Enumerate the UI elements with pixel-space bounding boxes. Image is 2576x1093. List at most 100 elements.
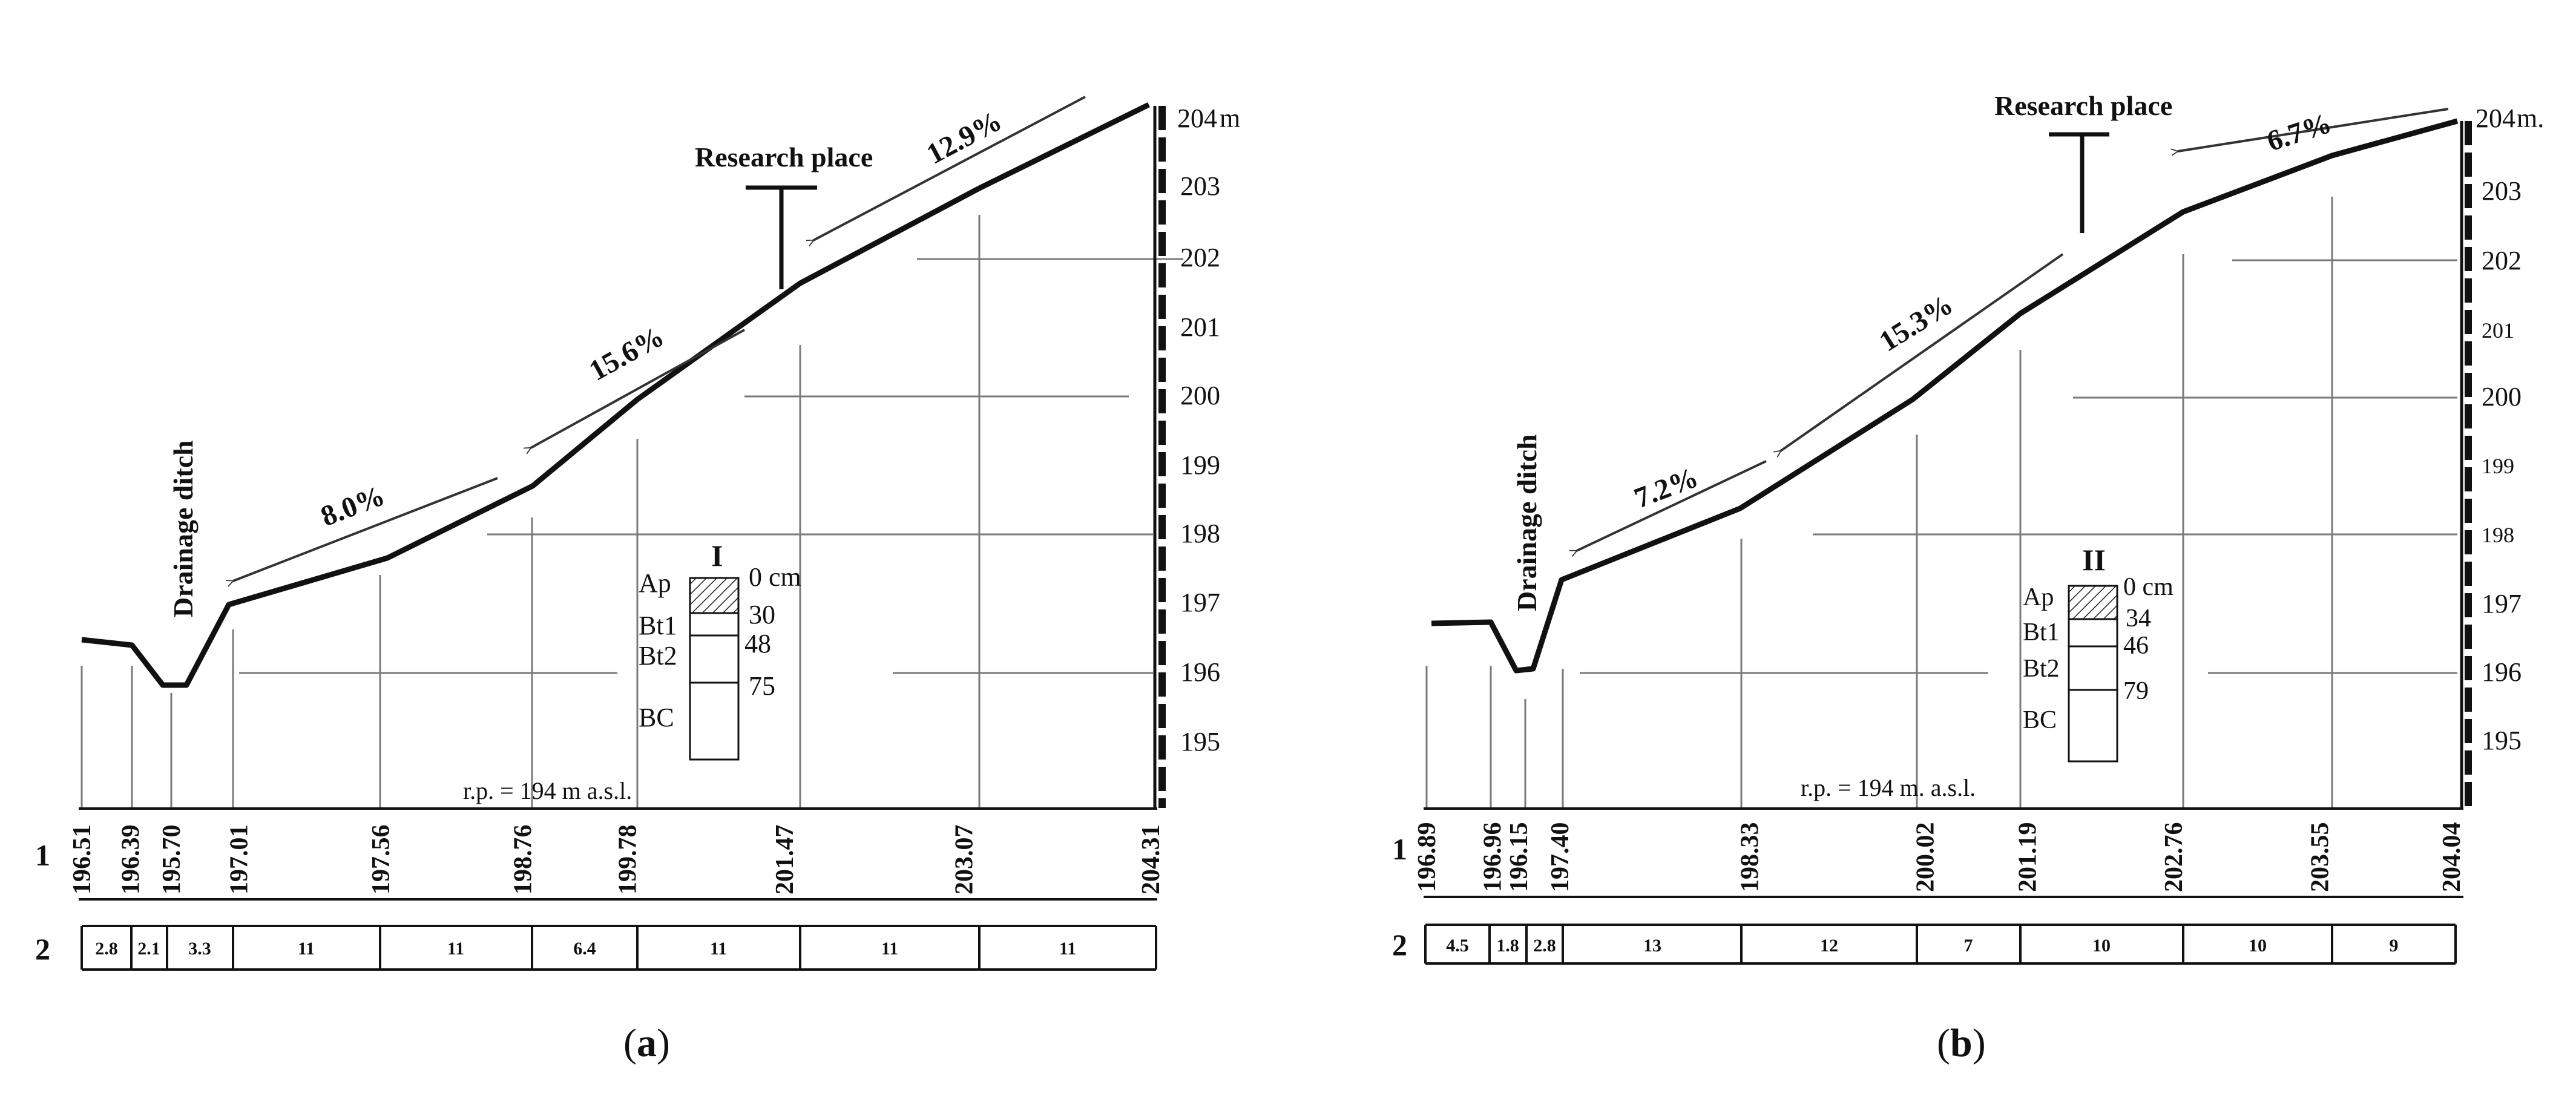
row-label-2: 2 <box>35 932 50 966</box>
slope-label-middle: 15.3% <box>1874 288 1959 358</box>
soil-depth-34: 34 <box>2126 605 2151 632</box>
soil-profile: I Ap Bt1 Bt2 BC 0 cm 30 48 75 <box>639 539 801 761</box>
distance-cell: 10 <box>2092 936 2111 956</box>
panel-a: 12.9% 15.6% 8.0% Research place Drainage… <box>35 96 1240 1065</box>
distance-cell: 1.8 <box>1496 936 1519 956</box>
soil-depth-75: 75 <box>749 671 775 701</box>
distance-cell: 2.1 <box>137 939 160 959</box>
soil-horizon-bc: BC <box>639 703 674 732</box>
slope-arrow-upper <box>813 96 1086 240</box>
drainage-ditch-label: Drainage ditch <box>1511 434 1542 611</box>
elevation-tick-203: 203 <box>2482 176 2522 206</box>
elevation-value: 198.33 <box>1736 822 1764 893</box>
elevation-tick-203: 203 <box>1180 171 1220 201</box>
soil-horizon-ap: Ap <box>639 568 671 598</box>
research-place-marker <box>746 185 817 289</box>
soil-horizon-ap: Ap <box>2023 583 2054 611</box>
soil-depth-46: 46 <box>2123 632 2149 660</box>
distance-cell: 4.5 <box>1446 936 1469 956</box>
distance-cell: 11 <box>881 939 898 959</box>
elevation-tick-204: 204 <box>1177 103 1217 133</box>
elevation-value: 200.02 <box>1912 822 1940 893</box>
soil-horizon-ap-hatch <box>2068 585 2118 620</box>
elevation-tick-198: 198 <box>1180 519 1220 548</box>
distance-cell: 11 <box>447 939 464 959</box>
elevation-tick-195: 195 <box>1180 727 1220 757</box>
panel-b-caption: (b) <box>1937 1021 1986 1065</box>
slope-arrow-lower <box>233 477 498 581</box>
soil-horizon-ap-hatch <box>689 577 740 614</box>
soil-depth-48: 48 <box>744 629 771 658</box>
soil-depth-0: 0 cm <box>2123 573 2174 601</box>
terrain-profile-line <box>1431 118 2459 674</box>
soil-horizon-bt1: Bt1 <box>2023 619 2060 646</box>
distance-cell: 11 <box>1059 939 1076 959</box>
row-label-2: 2 <box>1392 928 1407 962</box>
slope-label-upper: 6.7% <box>2263 107 2335 158</box>
soil-horizon-bt2: Bt2 <box>639 641 677 671</box>
svg-text:(b): (b) <box>1937 1021 1986 1065</box>
elevation-value: 201.19 <box>2014 822 2042 893</box>
elevation-value: 196.15 <box>1505 822 1533 893</box>
elevation-tick-199: 199 <box>1180 450 1220 480</box>
grid-vertical-lines <box>1425 197 2333 808</box>
research-place-label: Research place <box>1994 90 2172 121</box>
drainage-ditch-label: Drainage ditch <box>168 440 199 617</box>
elevation-value: 195.70 <box>158 825 186 895</box>
soil-horizon-bt1: Bt1 <box>639 611 677 640</box>
elevation-tick-202: 202 <box>1180 243 1220 272</box>
elevation-value: 196.89 <box>1413 822 1441 893</box>
elevation-values: 196.51 196.39 195.70 197.01 197.56 198.76 199.… <box>68 825 1165 895</box>
elevation-value: 199.78 <box>614 825 642 895</box>
soil-depth-79: 79 <box>2123 677 2149 705</box>
elevation-tick-204: 204 <box>2476 103 2515 133</box>
elevation-value: 204.04 <box>2438 822 2466 893</box>
terrain-profile-line <box>81 102 1150 688</box>
research-place-label: Research place <box>695 142 873 172</box>
soil-profile-id: II <box>2082 543 2106 577</box>
panel-b: 6.7% 15.3% 7.2% Research place Drainage … <box>1392 90 2544 1065</box>
distance-cell: 12 <box>1820 936 1838 956</box>
slope-arrow-middle <box>1781 253 2064 451</box>
distance-cell: 3.3 <box>188 939 211 959</box>
elevation-unit: m. <box>2517 103 2544 133</box>
panel-a-caption: (a) <box>623 1021 670 1065</box>
elevation-tick-201: 201 <box>1180 312 1220 342</box>
elevation-value: 197.56 <box>367 825 395 895</box>
elevation-unit: m <box>1220 103 1240 133</box>
elevation-tick-199: 199 <box>2482 454 2514 478</box>
soil-horizon-bc: BC <box>2023 706 2057 734</box>
elevation-tick-197: 197 <box>2482 589 2522 619</box>
elevation-tick-200: 200 <box>2482 382 2522 412</box>
soil-depth-30: 30 <box>749 600 775 629</box>
grid-vertical-lines <box>80 215 981 808</box>
elevation-value: 196.51 <box>68 825 96 895</box>
elevation-value: 202.76 <box>2160 822 2188 893</box>
soil-horizon-bt2: Bt2 <box>2023 655 2060 683</box>
grid-horizontal-lines <box>1580 259 2457 674</box>
soil-profile-id: I <box>711 539 723 573</box>
elevation-tick-197: 197 <box>1180 588 1220 617</box>
slope-arrow-lower <box>1577 460 1767 551</box>
elevation-axis <box>2460 121 2472 808</box>
slope-arrow-upper <box>2178 108 2449 151</box>
row-label-1: 1 <box>35 838 50 872</box>
elevation-tick-196: 196 <box>1180 657 1220 687</box>
elevation-value: 196.96 <box>1479 822 1507 893</box>
elevation-tick-labels: 204 m 203 202 201 200 199 198 197 196 19… <box>1177 103 1240 757</box>
grid-horizontal-lines <box>239 258 1183 674</box>
elevation-tick-196: 196 <box>2482 657 2522 687</box>
elevation-value: 198.76 <box>510 825 537 895</box>
elevation-value: 201.47 <box>771 825 799 895</box>
elevation-tick-200: 200 <box>1180 381 1220 410</box>
distance-cell: 2.8 <box>95 939 118 959</box>
distance-table: 2.8 2.1 3.3 11 11 6.4 11 11 11 <box>80 925 1157 971</box>
slope-label-lower: 7.2% <box>1630 461 1703 514</box>
svg-text:(a): (a) <box>623 1021 670 1065</box>
distance-cell: 11 <box>298 939 315 959</box>
reference-point-label: r.p. = 194 m. a.s.l. <box>1801 774 1976 801</box>
distance-table: 4.5 1.8 2.8 13 12 7 10 10 9 <box>1424 924 2457 965</box>
slope-arrow-middle <box>531 329 745 448</box>
